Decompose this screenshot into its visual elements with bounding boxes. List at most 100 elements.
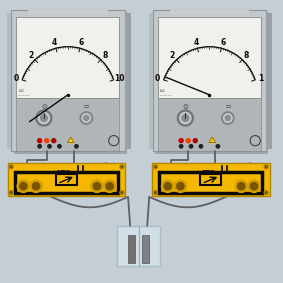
Bar [56, 174, 77, 185]
Circle shape [222, 112, 234, 124]
Text: 1: 1 [258, 74, 264, 83]
Text: 2: 2 [170, 51, 175, 60]
Circle shape [38, 112, 50, 124]
Text: 0: 0 [14, 74, 19, 83]
Bar [16, 17, 119, 98]
Circle shape [52, 139, 56, 143]
Circle shape [179, 145, 183, 148]
Text: 6: 6 [79, 38, 84, 47]
Text: PTC: PTC [201, 170, 215, 175]
Circle shape [93, 183, 101, 190]
Circle shape [10, 192, 12, 194]
Circle shape [177, 110, 193, 126]
Bar [142, 235, 149, 263]
Circle shape [40, 115, 47, 121]
Bar [16, 98, 119, 151]
Circle shape [80, 112, 93, 124]
Circle shape [186, 139, 190, 143]
Text: 6: 6 [220, 38, 226, 47]
Circle shape [106, 183, 113, 190]
Text: ⊙: ⊙ [183, 104, 188, 110]
Circle shape [238, 183, 245, 190]
Circle shape [82, 114, 91, 122]
Circle shape [58, 145, 61, 148]
Circle shape [45, 139, 49, 143]
Circle shape [120, 165, 124, 169]
Text: 4: 4 [52, 38, 57, 47]
Circle shape [32, 183, 40, 190]
Circle shape [120, 191, 124, 195]
Circle shape [38, 139, 42, 143]
Circle shape [121, 192, 123, 194]
Text: ─────────: ───────── [160, 95, 171, 96]
Bar [266, 13, 272, 149]
FancyBboxPatch shape [14, 12, 127, 154]
Bar [158, 98, 261, 151]
Circle shape [177, 183, 184, 190]
Text: 8: 8 [244, 51, 249, 60]
Text: ▭: ▭ [225, 105, 230, 110]
Circle shape [48, 145, 51, 148]
Text: ─────────: ───────── [18, 95, 30, 96]
Circle shape [265, 192, 267, 194]
Bar [15, 172, 118, 193]
Circle shape [264, 191, 268, 195]
Bar [117, 226, 160, 266]
Circle shape [153, 191, 158, 195]
Bar [170, 10, 249, 15]
Bar [158, 17, 261, 98]
Bar [28, 10, 108, 15]
Bar [149, 13, 153, 149]
Circle shape [10, 166, 12, 168]
FancyBboxPatch shape [153, 10, 266, 151]
Text: 4: 4 [193, 38, 199, 47]
Circle shape [182, 115, 189, 121]
Circle shape [216, 145, 220, 148]
Circle shape [155, 166, 156, 168]
Circle shape [155, 192, 156, 194]
Bar [7, 13, 11, 149]
Circle shape [164, 183, 171, 190]
Text: kΩ: kΩ [18, 89, 24, 93]
Circle shape [250, 183, 258, 190]
Circle shape [193, 139, 197, 143]
Circle shape [174, 180, 187, 192]
Circle shape [199, 145, 203, 148]
Circle shape [36, 110, 52, 126]
Circle shape [104, 180, 116, 192]
Text: 8: 8 [102, 51, 108, 60]
Circle shape [189, 145, 193, 148]
Circle shape [180, 112, 191, 124]
Circle shape [9, 191, 13, 195]
Text: 2: 2 [28, 51, 33, 60]
Circle shape [30, 180, 42, 192]
Text: NTC: NTC [57, 170, 71, 175]
Circle shape [121, 166, 123, 168]
Bar [125, 13, 131, 149]
Circle shape [17, 180, 29, 192]
Text: 0: 0 [155, 74, 160, 83]
Circle shape [265, 166, 267, 168]
Circle shape [38, 145, 41, 148]
Text: ▭: ▭ [84, 105, 89, 110]
Circle shape [235, 180, 247, 192]
Circle shape [153, 165, 158, 169]
Circle shape [179, 139, 183, 143]
Bar [152, 164, 269, 196]
Polygon shape [209, 137, 216, 143]
Circle shape [9, 165, 13, 169]
Bar [128, 235, 135, 263]
Circle shape [161, 180, 174, 192]
Circle shape [248, 180, 260, 192]
Circle shape [20, 183, 27, 190]
Polygon shape [67, 137, 74, 143]
Text: 10: 10 [114, 74, 125, 83]
Bar [8, 164, 125, 196]
Circle shape [224, 114, 232, 122]
Text: ⊙: ⊙ [41, 104, 47, 110]
Bar [159, 172, 263, 193]
Text: kΩ: kΩ [160, 89, 166, 93]
Circle shape [75, 145, 78, 148]
Circle shape [91, 180, 103, 192]
FancyBboxPatch shape [11, 10, 125, 151]
